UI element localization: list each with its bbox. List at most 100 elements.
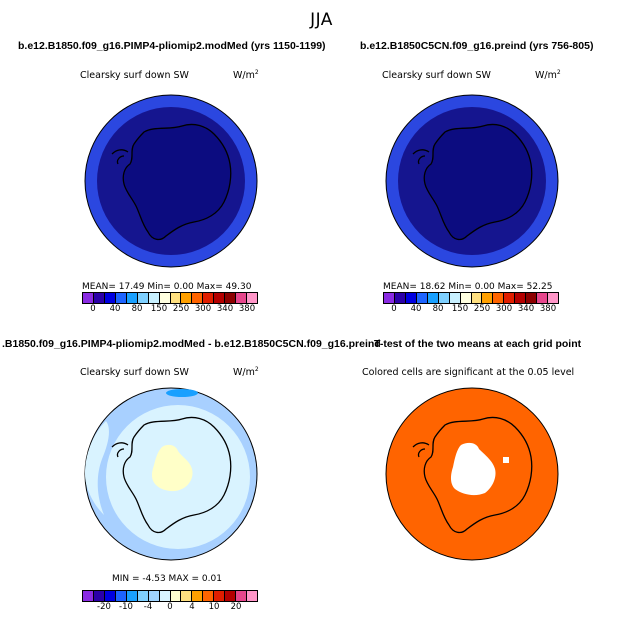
colorbar-swatch <box>247 293 257 303</box>
colorbar-swatch <box>159 591 171 601</box>
colorbar-swatch <box>416 293 428 303</box>
panel-1-colorbar-swatches <box>82 292 258 304</box>
panel-2-stats: MEAN= 18.62 Min= 0.00 Max= 52.25 <box>383 282 553 292</box>
colorbar-tick-label: 380 <box>539 304 557 314</box>
figure-title: JJA <box>310 10 333 30</box>
colorbar-swatch <box>170 293 182 303</box>
colorbar-swatch <box>192 591 204 601</box>
panel-1-units: W/m2 <box>233 69 259 82</box>
panel-2-title: b.e12.B1850C5CN.f09_g16.preind (yrs 756-… <box>360 40 594 52</box>
colorbar-tick-label: -20 <box>97 602 111 612</box>
panel-3-colorbar-swatches <box>82 590 258 602</box>
colorbar-swatch <box>170 591 182 601</box>
panel-4-title: T-test of the two means at each grid poi… <box>374 338 582 350</box>
panel-3-peninsula <box>111 442 129 458</box>
colorbar-tick-label: 20 <box>230 602 242 612</box>
colorbar-swatch <box>384 293 395 303</box>
panel-4-antarctica-coastline <box>423 416 533 534</box>
colorbar-swatch <box>493 293 505 303</box>
colorbar-swatch <box>203 293 215 303</box>
colorbar-tick-label: 340 <box>216 304 234 314</box>
panel-3-colorbar: -20 -10 -4 0 4 10 20 <box>82 590 258 614</box>
colorbar-swatch <box>181 293 193 303</box>
colorbar-swatch <box>148 591 160 601</box>
panel-2-subtitle: Clearsky surf down SW <box>382 70 491 81</box>
colorbar-tick-label: 380 <box>238 304 256 314</box>
colorbar-swatch <box>460 293 472 303</box>
colorbar-tick-label: 0 <box>90 304 96 314</box>
colorbar-swatch <box>203 591 215 601</box>
colorbar-tick-label: 80 <box>432 304 444 314</box>
panel-3-blue-blob <box>166 389 198 397</box>
colorbar-swatch <box>225 591 237 601</box>
panel-1-title: b.e12.B1850.f09_g16.PIMP4-pliomip2.modMe… <box>18 40 326 52</box>
panel-4-nonsignificant-area <box>451 442 509 496</box>
colorbar-swatch <box>181 591 193 601</box>
panel-3-title: .B1850.f09_g16.PIMP4-pliomip2.modMed - b… <box>2 338 381 350</box>
colorbar-tick-label: 250 <box>473 304 491 314</box>
panel-2-colorbar-ticks: 0 40 80 150 250 300 340 380 <box>383 304 559 316</box>
colorbar-swatch <box>137 591 149 601</box>
colorbar-swatch <box>126 591 138 601</box>
colorbar-tick-label: 300 <box>194 304 212 314</box>
colorbar-swatch <box>104 591 116 601</box>
colorbar-swatch <box>214 293 226 303</box>
panel-2-colorbar: 0 40 80 150 250 300 340 380 <box>383 292 559 316</box>
colorbar-swatch <box>449 293 461 303</box>
colorbar-tick-label: 40 <box>410 304 422 314</box>
colorbar-swatch <box>394 293 406 303</box>
colorbar-swatch <box>482 293 494 303</box>
panel-3-units: W/m2 <box>233 366 259 379</box>
colorbar-tick-label: 0 <box>391 304 397 314</box>
colorbar-swatch <box>115 591 127 601</box>
colorbar-tick-label: 340 <box>517 304 535 314</box>
colorbar-swatch <box>126 293 138 303</box>
panel-2-colorbar-swatches <box>383 292 559 304</box>
colorbar-tick-label: 4 <box>189 602 195 612</box>
colorbar-tick-label: 0 <box>167 602 173 612</box>
panel-1-antarctica-coastline <box>122 123 232 241</box>
colorbar-tick-label: 80 <box>131 304 143 314</box>
panel-4-map <box>385 387 559 561</box>
colorbar-swatch <box>93 293 105 303</box>
panel-1-colorbar-ticks: 0 40 80 150 250 300 340 380 <box>82 304 258 316</box>
colorbar-swatch <box>115 293 127 303</box>
colorbar-tick-label: -4 <box>143 602 153 612</box>
panel-1-colorbar: 0 40 80 150 250 300 340 380 <box>82 292 258 316</box>
colorbar-swatch <box>548 293 558 303</box>
colorbar-swatch <box>427 293 439 303</box>
colorbar-tick-label: -10 <box>119 602 133 612</box>
panel-3-colorbar-ticks: -20 -10 -4 0 4 10 20 <box>82 602 258 614</box>
colorbar-swatch <box>148 293 160 303</box>
colorbar-swatch <box>438 293 450 303</box>
colorbar-swatch <box>236 591 248 601</box>
panel-3-map <box>84 387 258 561</box>
colorbar-swatch <box>214 591 226 601</box>
colorbar-swatch <box>471 293 483 303</box>
panel-2-units: W/m2 <box>535 69 561 82</box>
panel-2-antarctica-coastline <box>423 123 533 241</box>
colorbar-swatch <box>137 293 149 303</box>
colorbar-tick-label: 300 <box>495 304 513 314</box>
colorbar-swatch <box>405 293 417 303</box>
panel-3-subtitle: Clearsky surf down SW <box>80 367 189 378</box>
colorbar-swatch <box>83 591 94 601</box>
colorbar-swatch <box>225 293 237 303</box>
colorbar-swatch <box>104 293 116 303</box>
panel-1-stats: MEAN= 17.49 Min= 0.00 Max= 49.30 <box>82 282 252 292</box>
colorbar-swatch <box>93 591 105 601</box>
colorbar-swatch <box>192 293 204 303</box>
colorbar-swatch <box>159 293 171 303</box>
colorbar-swatch <box>83 293 94 303</box>
colorbar-swatch <box>504 293 516 303</box>
colorbar-swatch <box>236 293 248 303</box>
panel-3-anomaly-region <box>152 444 193 492</box>
panel-2-map <box>385 94 559 268</box>
colorbar-swatch <box>537 293 549 303</box>
panel-1-subtitle: Clearsky surf down SW <box>80 70 189 81</box>
colorbar-tick-label: 250 <box>172 304 190 314</box>
panel-3-stats: MIN = -4.53 MAX = 0.01 <box>112 574 222 584</box>
colorbar-swatch <box>247 591 257 601</box>
panel-2-peninsula <box>412 149 430 165</box>
colorbar-tick-label: 150 <box>451 304 469 314</box>
